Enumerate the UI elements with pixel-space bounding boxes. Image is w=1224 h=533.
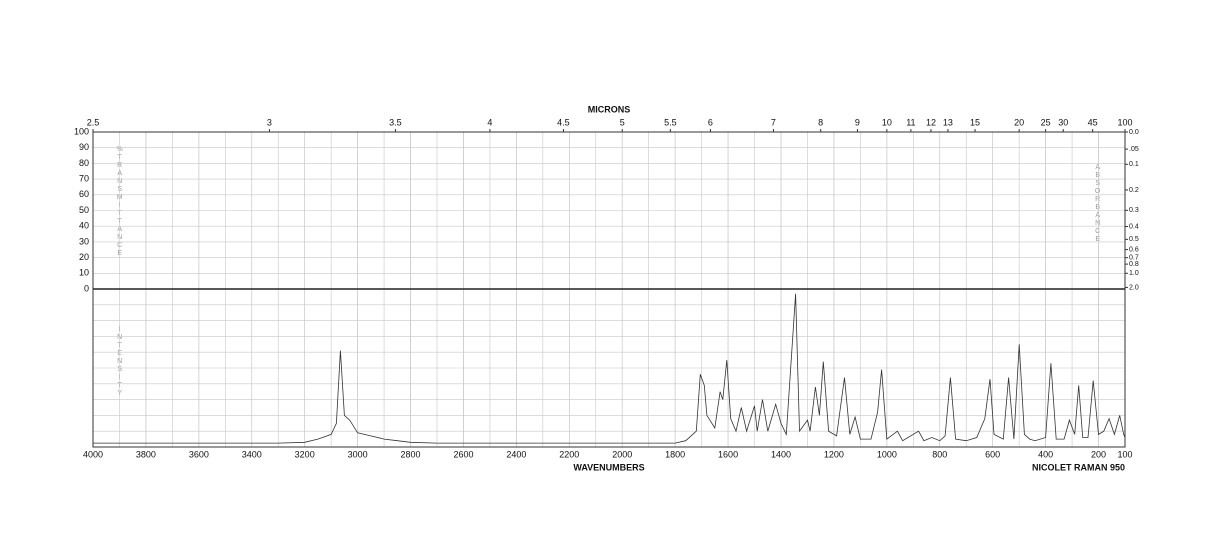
y2-tick-label: 0.6 [1129, 246, 1139, 253]
x-tick-label: 2400 [506, 449, 526, 459]
y2-tick-label: 0.5 [1129, 236, 1139, 243]
x2-tick-label: 15 [970, 117, 980, 127]
x2-tick-label: 4.5 [557, 117, 570, 127]
x-tick-label: 3200 [295, 449, 315, 459]
x-tick-label: 400 [1038, 449, 1053, 459]
x2-tick-label: 7 [771, 117, 776, 127]
x2-tick-label: 10 [882, 117, 892, 127]
x-tick-label: 200 [1091, 449, 1106, 459]
x2-tick-label: 5.5 [664, 117, 677, 127]
x-tick-label: 1600 [718, 449, 738, 459]
instrument-label: NICOLET RAMAN 950 [1032, 462, 1125, 472]
x2-tick-label: 4 [487, 117, 492, 127]
x-tick-label: 3800 [136, 449, 156, 459]
absorbance-axis-label: ABSORBANCE [1094, 164, 1101, 244]
y-tick-label: 30 [79, 236, 89, 246]
x-tick-label: 3400 [242, 449, 262, 459]
y2-tick-label: .05 [1129, 146, 1139, 153]
x2-tick-label: 25 [1041, 117, 1051, 127]
x-tick-label: 800 [932, 449, 947, 459]
x-tick-label: 3000 [348, 449, 368, 459]
x-tick-label: 600 [985, 449, 1000, 459]
y2-tick-label: 0.3 [1129, 207, 1139, 214]
y-tick-label: 0 [84, 283, 89, 293]
x2-tick-label: 9 [855, 117, 860, 127]
y-tick-label: 70 [79, 173, 89, 183]
y2-tick-label: 0.2 [1129, 187, 1139, 194]
y2-tick-label: 0.7 [1129, 255, 1139, 262]
y2-tick-label: 0.1 [1129, 161, 1139, 168]
x2-tick-label: 45 [1088, 117, 1098, 127]
x2-tick-label: 20 [1014, 117, 1024, 127]
y-tick-label: 60 [79, 189, 89, 199]
spectrum-line [93, 293, 1126, 444]
y-tick-label: 90 [79, 142, 89, 152]
x-tick-label: 2000 [612, 449, 632, 459]
x2-tick-label: 5 [620, 117, 625, 127]
x-tick-label: 4000 [83, 449, 103, 459]
x2-tick-label: 3.5 [389, 117, 402, 127]
x-tick-label: 100 [1117, 449, 1132, 459]
x-axis-label: WAVENUMBERS [573, 462, 644, 472]
y2-tick-label: 0.4 [1129, 223, 1139, 230]
y2-tick-label: 0.8 [1129, 261, 1139, 268]
y2-tick-label: 2.0 [1129, 284, 1139, 291]
y-tick-label: 10 [79, 268, 89, 278]
x2-tick-label: 8 [818, 117, 823, 127]
y-tick-label: 50 [79, 205, 89, 215]
y-tick-label: 20 [79, 252, 89, 262]
x2-tick-label: 3 [267, 117, 272, 127]
y-tick-label: 40 [79, 221, 89, 231]
y2-tick-label: 0.0 [1129, 129, 1139, 136]
x2-tick-label: 6 [708, 117, 713, 127]
y2-tick-label: 1.0 [1129, 270, 1139, 277]
x-tick-label: 1000 [877, 449, 897, 459]
x-tick-label: 3600 [189, 449, 209, 459]
x2-tick-label: 30 [1058, 117, 1068, 127]
x2-tick-label: 12 [926, 117, 936, 127]
x2-tick-label: 11 [906, 117, 915, 127]
x-tick-label: 2200 [559, 449, 579, 459]
x-tick-label: 2600 [453, 449, 473, 459]
x-tick-label: 1800 [665, 449, 685, 459]
y-tick-label: 80 [79, 158, 89, 168]
x-tick-label: 2800 [401, 449, 421, 459]
x2-tick-label: 2.5 [87, 117, 100, 127]
x-tick-label: 1400 [771, 449, 791, 459]
y-tick-label: 100 [74, 126, 89, 136]
micron-axis-label: MICRONS [588, 104, 631, 114]
x-tick-label: 1200 [824, 449, 844, 459]
x2-tick-label: 13 [943, 117, 953, 127]
x2-tick-label: 100 [1117, 117, 1132, 127]
